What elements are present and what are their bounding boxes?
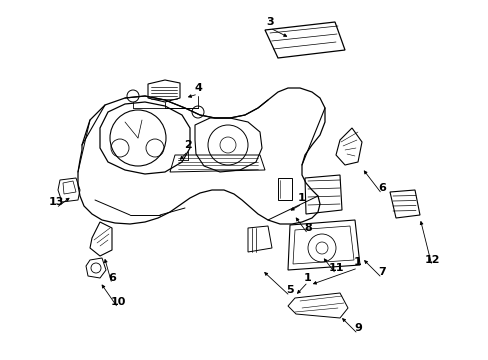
Text: 11: 11 xyxy=(327,263,343,273)
Text: 6: 6 xyxy=(108,273,116,283)
Text: 12: 12 xyxy=(424,255,439,265)
Text: 7: 7 xyxy=(377,267,385,277)
Text: 1: 1 xyxy=(298,193,305,203)
Text: 1: 1 xyxy=(304,273,311,283)
Text: 9: 9 xyxy=(353,323,361,333)
Text: 2: 2 xyxy=(184,140,191,150)
Text: 10: 10 xyxy=(110,297,125,307)
Text: 1: 1 xyxy=(353,257,361,267)
Text: 5: 5 xyxy=(285,285,293,295)
Text: 4: 4 xyxy=(194,83,202,93)
Text: 13: 13 xyxy=(48,197,63,207)
Text: 8: 8 xyxy=(304,223,311,233)
Text: 6: 6 xyxy=(377,183,385,193)
Text: 3: 3 xyxy=(265,17,273,27)
